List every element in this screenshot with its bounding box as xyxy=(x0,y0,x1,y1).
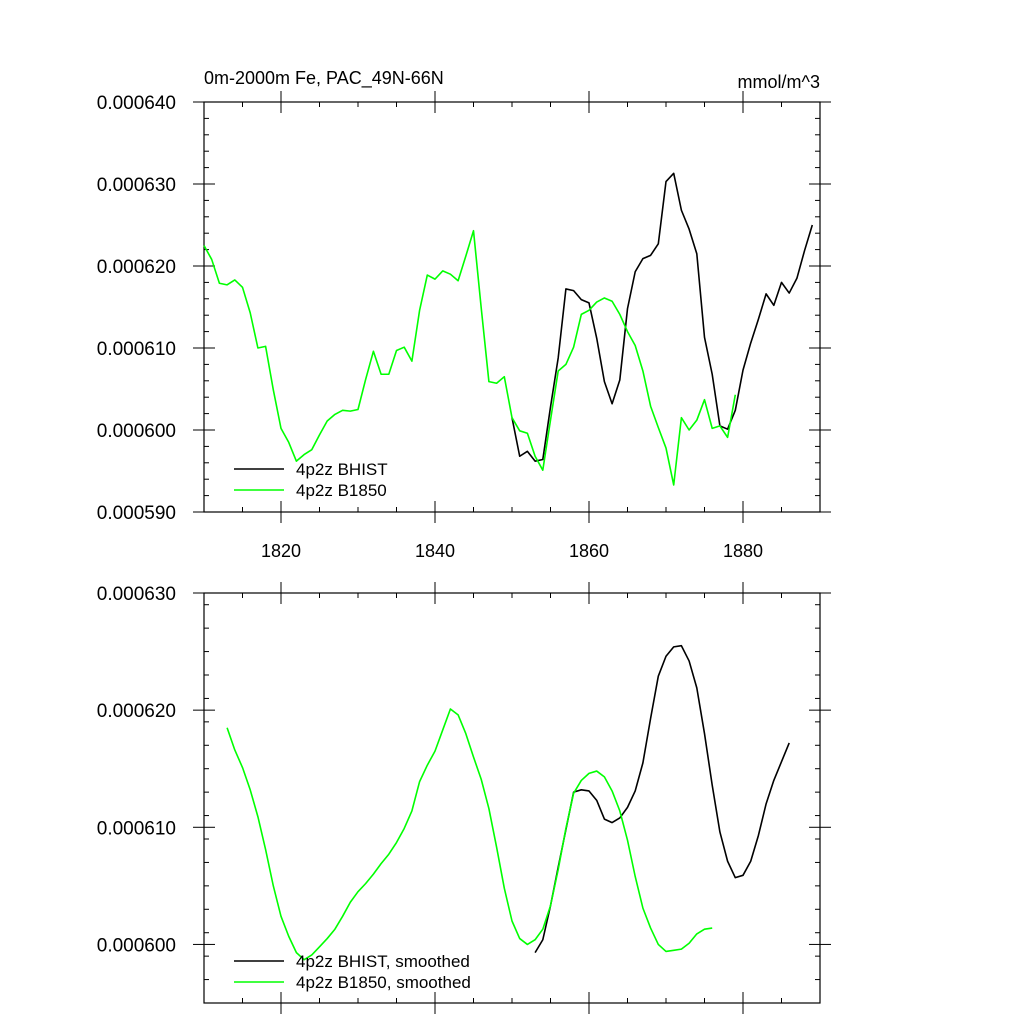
y-tick-label: 0.000610 xyxy=(97,818,176,839)
x-tick-label: 1840 xyxy=(415,541,455,561)
y-tick-label: 0.000620 xyxy=(97,701,176,722)
series-line-bhist-smoothed xyxy=(534,644,790,954)
series-line-bhist xyxy=(511,172,814,462)
plot-frame xyxy=(203,101,821,513)
top-panel: 0m-2000m Fe, PAC_49N-66N mmol/m^3 1820 18… xyxy=(97,68,831,561)
series-line-b1850 xyxy=(203,229,737,486)
y-tick-label: 0.000620 xyxy=(97,257,176,278)
x-tick-label: 1820 xyxy=(261,541,301,561)
plot-frame xyxy=(203,592,821,1004)
legend-label-bhist-smoothed: 4p2z BHIST, smoothed xyxy=(296,952,470,971)
legend-label-bhist: 4p2z BHIST xyxy=(296,460,388,479)
bottom-legend: 4p2z BHIST, smoothed 4p2z B1850, smoothe… xyxy=(234,952,471,992)
units-label: mmol/m^3 xyxy=(738,72,820,92)
y-tick-label: 0.000610 xyxy=(97,339,176,360)
top-legend: 4p2z BHIST 4p2z B1850 xyxy=(234,460,388,500)
top-plot-area: 1820 1840 1860 1880 0.000590 0.000600 0.000610… xyxy=(97,91,831,561)
y-tick-label: 0.000590 xyxy=(97,503,176,524)
bottom-panel: 0.000600 0.000610 0.000620 0.000630 4p2z BH… xyxy=(97,582,831,1014)
y-tick-label: 0.000600 xyxy=(97,935,176,956)
chart-title: 0m-2000m Fe, PAC_49N-66N xyxy=(204,68,444,89)
y-tick-label: 0.000630 xyxy=(97,584,176,605)
x-tick-label: 1880 xyxy=(723,541,763,561)
y-tick-label: 0.000630 xyxy=(97,175,176,196)
y-tick-label: 0.000600 xyxy=(97,421,176,442)
legend-label-b1850-smoothed: 4p2z B1850, smoothed xyxy=(296,973,471,992)
y-tick-label: 0.000640 xyxy=(97,93,176,114)
bottom-plot-area: 0.000600 0.000610 0.000620 0.000630 xyxy=(97,582,831,1014)
legend-label-b1850: 4p2z B1850 xyxy=(296,481,387,500)
x-tick-label: 1860 xyxy=(569,541,609,561)
series-line-b1850-smoothed xyxy=(226,708,713,961)
